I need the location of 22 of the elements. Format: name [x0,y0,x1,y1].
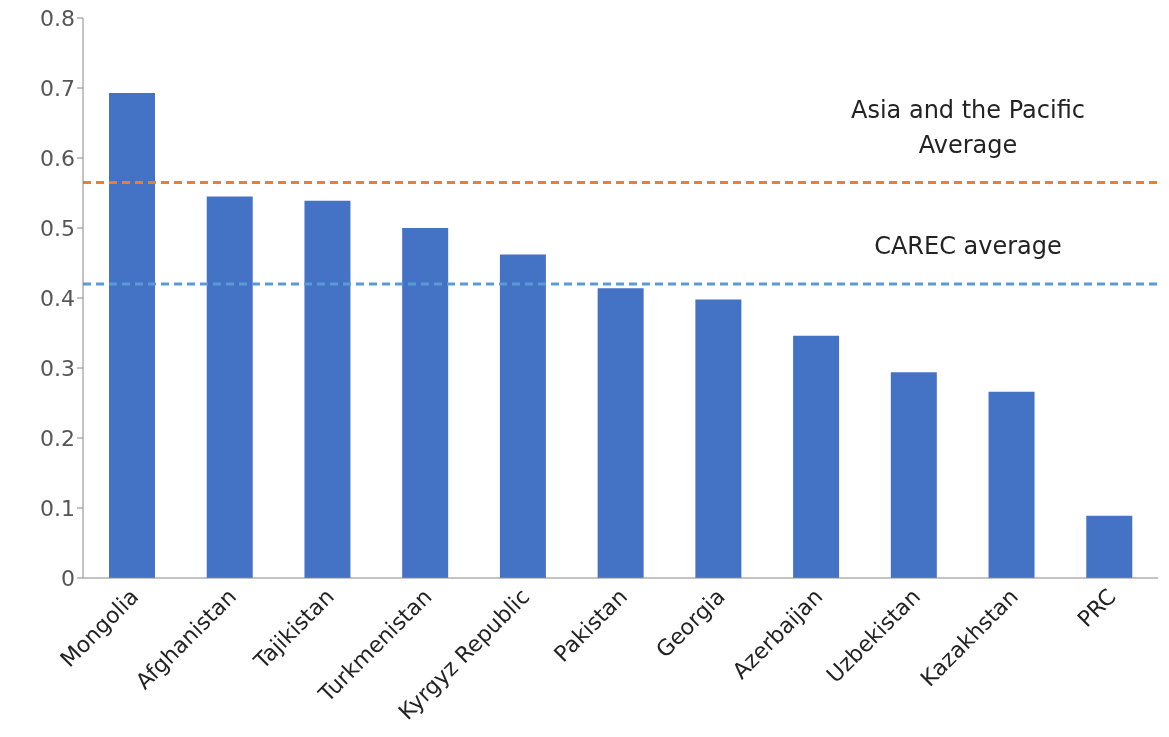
y-tick-label: 0.8 [40,5,75,31]
bar [793,335,840,578]
y-tick-label: 0.5 [40,215,75,241]
y-tick-label: 0 [61,565,75,591]
y-tick-label: 0.3 [40,355,75,381]
y-tick-label: 0.6 [40,145,75,171]
y-tick-label: 0.4 [40,285,75,311]
bar [890,372,937,578]
bar [304,200,351,578]
bar [1086,515,1133,578]
y-tick-label: 0.1 [40,495,75,521]
bar [597,288,644,578]
bar [499,254,546,578]
bar [402,228,449,578]
y-tick-label: 0.2 [40,425,75,451]
ref-line-label: Asia and the Pacific Average [851,95,1085,159]
bar [206,196,253,578]
bar [988,391,1035,578]
bar [109,92,155,578]
bar [695,299,742,578]
y-tick-label: 0.7 [40,75,75,101]
ref-line-label: CAREC average [874,232,1062,260]
